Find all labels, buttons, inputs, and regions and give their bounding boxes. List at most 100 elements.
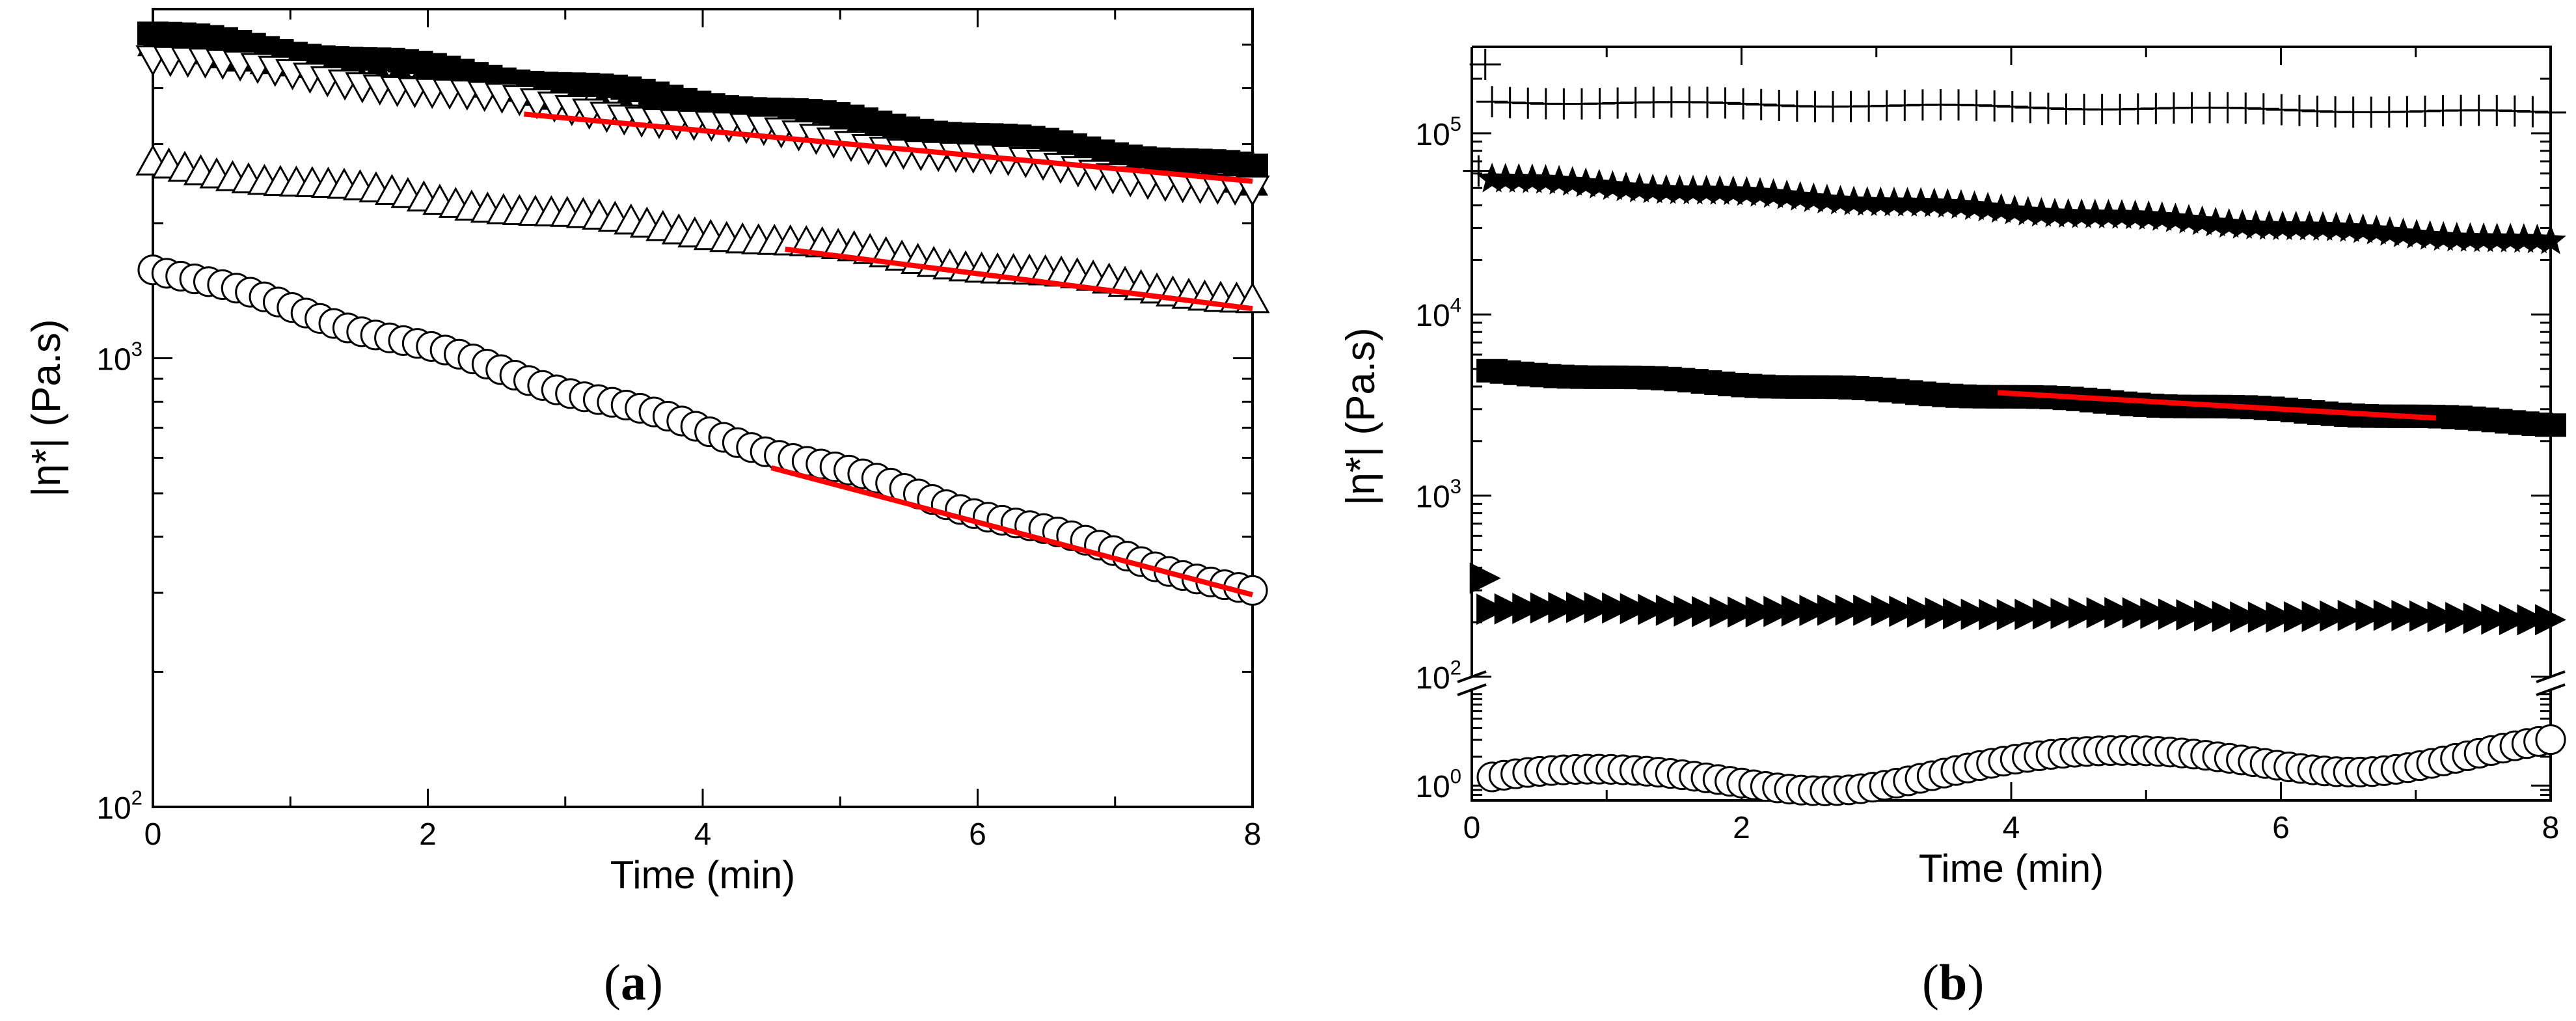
fit-line-b (1998, 390, 2437, 421)
data-point (2122, 597, 2154, 629)
data-point (2445, 602, 2477, 634)
data-point (1960, 598, 1992, 630)
fit-line-a (524, 111, 1253, 184)
x-tick-label-b: 8 (2542, 811, 2560, 845)
y-tick-label-a: 102 (96, 786, 142, 826)
data-point (2307, 211, 2339, 241)
y-tick-label-b-exp: 0 (1450, 765, 1461, 788)
data-point (1476, 593, 1508, 625)
data-point (2521, 223, 2553, 254)
data-point (1744, 177, 1776, 207)
data-point (1530, 164, 1562, 194)
data-point (2200, 206, 2232, 237)
data-point (1771, 179, 1803, 210)
data-point (2158, 598, 2190, 630)
data-point (1943, 598, 1975, 630)
y-tick-label-b: 104 (1415, 294, 1461, 334)
y-tick-label-b-exp: 4 (1450, 294, 1461, 317)
data-point (2320, 600, 2352, 632)
data-point (2176, 599, 2208, 631)
data-point (2068, 597, 2100, 629)
data-point (2026, 197, 2057, 227)
y-tick-label-b-exp: 5 (1450, 113, 1461, 135)
data-point (2387, 217, 2419, 247)
data-point (1674, 595, 1705, 627)
y-tick-label-b-base: 10 (1415, 299, 1450, 333)
panel-letter-a: a (620, 954, 646, 1011)
y-axis-label-b: |η*| (Pa.s) (1338, 327, 1383, 505)
series-b-2 (1476, 359, 2566, 437)
data-point (1979, 599, 2011, 631)
y-tick-label-a-exp: 3 (131, 338, 142, 361)
data-point (2294, 210, 2325, 241)
data-point (2050, 597, 2082, 629)
data-point (1597, 170, 1629, 200)
data-point (1570, 167, 1602, 197)
data-point (1781, 595, 1813, 627)
data-point (1999, 195, 2031, 225)
data-point (2039, 197, 2070, 228)
y-tick-label-b: 100 (1415, 765, 1461, 805)
data-point (2014, 599, 2046, 631)
data-point (1918, 187, 1950, 217)
data-point (1799, 595, 1831, 627)
panel-label-a: (a) (604, 954, 663, 1011)
data-point (2253, 210, 2285, 240)
data-point (1584, 592, 1616, 623)
data-point (1784, 181, 1816, 211)
data-point (1731, 176, 1763, 206)
data-point (2401, 219, 2432, 249)
data-point (2428, 221, 2460, 251)
data-point (1620, 593, 1651, 625)
x-axis-label-b: Time (min) (1919, 847, 2104, 890)
data-point (1637, 173, 1669, 204)
data-point (1932, 188, 1964, 218)
data-point (2535, 413, 2566, 437)
x-tick-label-b: 4 (2003, 811, 2020, 845)
data-point (1704, 175, 1736, 205)
data-point (1709, 596, 1741, 628)
y-tick-label-a-base: 10 (96, 791, 131, 826)
data-point (1824, 185, 1856, 215)
x-tick-label-a: 6 (969, 817, 986, 852)
data-point (1494, 593, 1526, 625)
data-point (1556, 166, 1588, 196)
y-tick-label-b-exp: 3 (1450, 475, 1461, 498)
data-point (2454, 222, 2486, 252)
data-point (1728, 596, 1759, 628)
data-point (2495, 223, 2527, 252)
data-point (1650, 174, 1682, 204)
data-point (2535, 724, 2566, 756)
data-point (2414, 220, 2446, 250)
data-point (2320, 211, 2352, 241)
data-point (2334, 212, 2366, 242)
data-point (1516, 163, 1548, 193)
data-point (1602, 592, 1634, 624)
y-tick-label-b-base: 10 (1415, 118, 1450, 152)
fit-line-a (785, 246, 1253, 312)
x-tick-label-b: 2 (1733, 811, 1750, 845)
data-point (2517, 604, 2549, 636)
data-point (1889, 595, 1921, 627)
data-point (2441, 221, 2473, 252)
data-point (2481, 223, 2513, 252)
data-point (2535, 604, 2566, 636)
series-b-0 (1463, 48, 2566, 187)
data-point (2391, 599, 2423, 631)
data-point (1235, 175, 1270, 207)
series-a-4 (137, 254, 1268, 606)
data-point (2535, 96, 2566, 128)
data-point (2213, 208, 2245, 238)
y-tick-label-a-exp: 2 (131, 786, 142, 809)
data-point (2106, 198, 2137, 229)
x-axis-label-a: Time (min) (610, 853, 795, 897)
data-point (1817, 594, 1849, 626)
data-point (2133, 200, 2165, 230)
data-point (1959, 190, 1990, 221)
data-point (1798, 182, 1830, 212)
x-tick-label-a: 0 (144, 817, 162, 852)
axis-break-mark (1457, 683, 1487, 696)
data-point (2508, 223, 2540, 253)
